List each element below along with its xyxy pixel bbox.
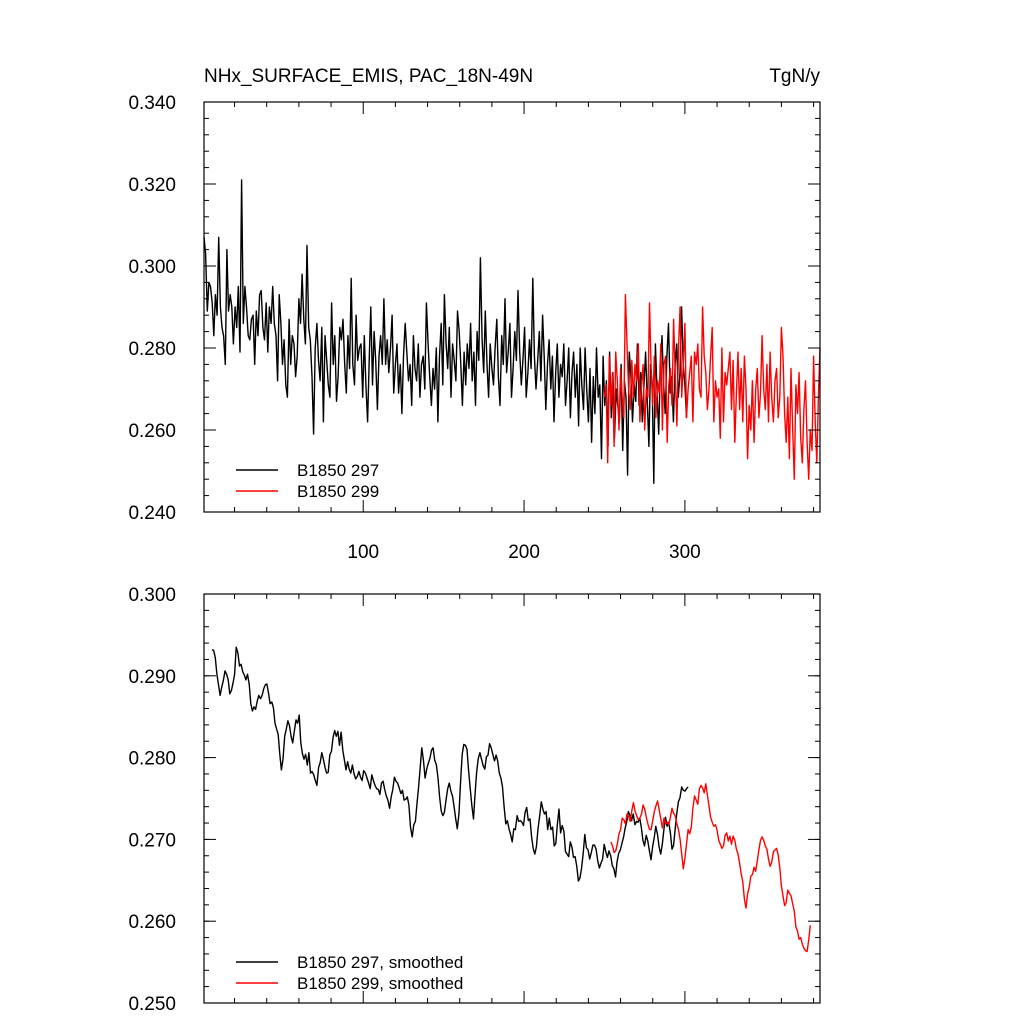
y-tick-label: 0.290 <box>128 667 176 688</box>
y-tick-label: 0.340 <box>128 93 176 114</box>
legend-label-1: B1850 297 <box>297 461 379 480</box>
y-tick-label: 0.300 <box>128 257 176 278</box>
series-line-2 <box>610 783 811 953</box>
y-tick-label: 0.320 <box>128 175 176 196</box>
y-tick-label: 0.250 <box>128 994 176 1015</box>
legend-label-1: B1850 297, smoothed <box>297 953 463 972</box>
chart-units: TgN/y <box>769 66 820 87</box>
x-tick-label: 300 <box>669 542 701 563</box>
y-tick-label: 0.270 <box>128 830 176 851</box>
y-tick-label: 0.280 <box>128 749 176 770</box>
y-tick-label: 0.240 <box>128 503 176 524</box>
plot-frame <box>203 593 821 1004</box>
series-line-2 <box>603 294 821 480</box>
series-line-1 <box>211 646 689 882</box>
y-tick-label: 0.280 <box>128 339 176 360</box>
chart-title: NHx_SURFACE_EMIS, PAC_18N-49N <box>204 66 533 87</box>
legend-label-2: B1850 299, smoothed <box>297 974 463 993</box>
top-chart-panel: NHx_SURFACE_EMIS, PAC_18N-49N TgN/y 0.24… <box>128 66 821 563</box>
bottom-chart-panel: 0.250 0.260 0.270 0.280 0.290 0.300 B1850 297,… <box>128 585 821 1015</box>
y-tick-label: 0.300 <box>128 585 176 606</box>
x-tick-label: 200 <box>508 542 540 563</box>
legend-label-2: B1850 299 <box>297 482 379 501</box>
y-tick-label: 0.260 <box>128 421 176 442</box>
x-tick-label: 100 <box>347 542 379 563</box>
plot-frame <box>203 101 821 513</box>
y-tick-label: 0.260 <box>128 912 176 933</box>
